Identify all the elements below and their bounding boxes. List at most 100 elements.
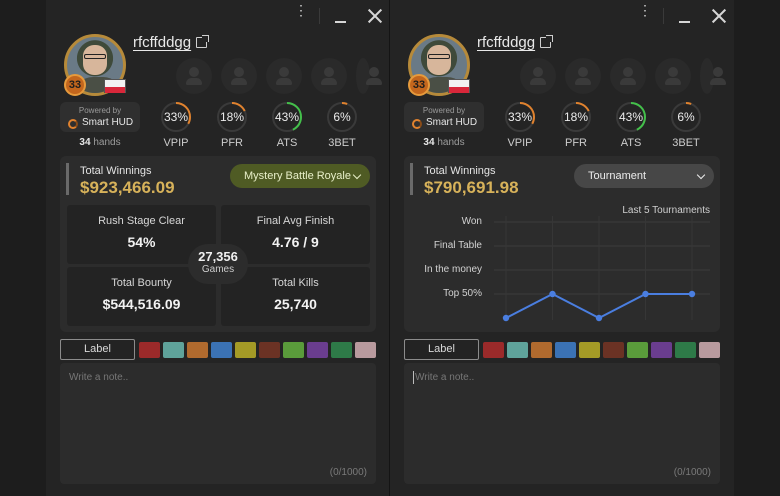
username-link[interactable]: rfcffddgg: [477, 34, 536, 51]
data-point[interactable]: [595, 314, 603, 322]
ring-progress: [327, 102, 357, 132]
stat-ring-graphic: [616, 102, 646, 132]
text-caret: [413, 371, 414, 384]
smart-hud-name: Smart HUD: [82, 117, 134, 128]
stat-pfr[interactable]: 18% PFR: [216, 101, 250, 149]
stat-ats[interactable]: 43% ATS: [615, 101, 649, 149]
more-options-icon[interactable]: ⋮: [294, 2, 308, 18]
empty-avatar-icon[interactable]: [176, 58, 212, 94]
color-swatch[interactable]: [235, 342, 256, 358]
chevron-down-icon: [352, 170, 362, 180]
empty-avatar-icon[interactable]: [565, 58, 601, 94]
stat-ring: 43%: [271, 101, 303, 133]
color-swatch[interactable]: [139, 342, 160, 358]
close-button[interactable]: [368, 9, 382, 23]
stat-ring: 33%: [160, 101, 192, 133]
empty-avatar-icon[interactable]: [266, 58, 302, 94]
more-options-icon[interactable]: ⋮: [638, 2, 652, 18]
ring-progress: [161, 102, 191, 132]
hands-number: 34: [79, 137, 91, 148]
cell-title: Total Kills: [272, 277, 319, 289]
empty-avatar-icon[interactable]: [520, 58, 556, 94]
color-swatch[interactable]: [579, 342, 600, 358]
color-swatch[interactable]: [163, 342, 184, 358]
external-link-icon[interactable]: [196, 35, 209, 48]
color-swatch[interactable]: [307, 342, 328, 358]
avatar[interactable]: [408, 34, 470, 96]
stat-vpip[interactable]: 33% VPIP: [504, 101, 538, 149]
poland-flag-icon: [104, 79, 126, 93]
note-char-count: (0/1000): [673, 467, 711, 478]
color-swatch[interactable]: [699, 342, 720, 358]
stat-vpip[interactable]: 33% VPIP: [160, 101, 194, 149]
smart-hud-badge: Powered by Smart HUD: [60, 102, 140, 132]
stat-label: 3BET: [672, 137, 700, 149]
empty-avatar-icon[interactable]: [311, 58, 347, 94]
color-swatch[interactable]: [331, 342, 352, 358]
color-swatch[interactable]: [603, 342, 624, 358]
color-swatch[interactable]: [283, 342, 304, 358]
game-type-select[interactable]: Mystery Battle Royale: [230, 164, 370, 188]
avatar-face: [83, 45, 107, 75]
note-textarea[interactable]: Write a note.. (0/1000): [60, 363, 376, 484]
color-swatch[interactable]: [211, 342, 232, 358]
color-swatch[interactable]: [555, 342, 576, 358]
data-point[interactable]: [642, 290, 649, 298]
stat-cell: Final Avg Finish 4.76 / 9: [221, 205, 370, 264]
total-winnings-value: $790,691.98: [424, 178, 519, 197]
games-count-badge: 27,356 Games: [188, 244, 248, 284]
color-swatch[interactable]: [355, 342, 376, 358]
external-link-icon[interactable]: [540, 35, 553, 48]
hands-count: 34 hands: [60, 137, 140, 148]
stat-value: 43%: [618, 110, 644, 124]
username-link[interactable]: rfcffddgg: [133, 34, 192, 51]
stat-cell: Total Bounty $544,516.09: [67, 267, 216, 326]
stat-3bet[interactable]: 6% 3BET: [670, 101, 704, 149]
stats-card: Total Winnings $790,691.98 Tournament La…: [404, 156, 720, 332]
color-swatch[interactable]: [507, 342, 528, 358]
note-textarea[interactable]: Write a note.. (0/1000): [404, 363, 720, 484]
y-tick-label: Won: [461, 216, 482, 227]
color-swatch[interactable]: [675, 342, 696, 358]
stat-label: 3BET: [328, 137, 356, 149]
y-tick-label: Top 50%: [443, 288, 482, 299]
total-winnings-value: $923,466.09: [80, 178, 175, 197]
cell-title: Rush Stage Clear: [98, 215, 185, 227]
label-button[interactable]: Label: [60, 339, 135, 360]
smart-hud-name: Smart HUD: [426, 117, 478, 128]
game-type-select[interactable]: Tournament: [574, 164, 714, 188]
minimize-button[interactable]: [335, 21, 346, 23]
game-type-value: Mystery Battle Royale: [244, 170, 351, 182]
color-swatch[interactable]: [627, 342, 648, 358]
label-button[interactable]: Label: [404, 339, 479, 360]
empty-avatar-icon[interactable]: [655, 58, 691, 94]
color-swatch[interactable]: [187, 342, 208, 358]
color-swatch[interactable]: [651, 342, 672, 358]
cell-value: 54%: [127, 234, 156, 250]
data-point[interactable]: [549, 290, 556, 298]
data-point[interactable]: [502, 314, 510, 322]
accent-bar: [66, 163, 69, 195]
stat-ats[interactable]: 43% ATS: [271, 101, 305, 149]
stat-pfr[interactable]: 18% PFR: [560, 101, 594, 149]
data-point[interactable]: [688, 290, 696, 298]
games-count: 27,356: [198, 249, 238, 264]
hands-label: hands: [93, 137, 121, 148]
color-swatch[interactable]: [259, 342, 280, 358]
color-swatch[interactable]: [483, 342, 504, 358]
cell-value: $544,516.09: [102, 296, 181, 312]
empty-avatar-icon[interactable]: [610, 58, 646, 94]
stat-3bet[interactable]: 6% 3BET: [326, 101, 360, 149]
color-swatch[interactable]: [531, 342, 552, 358]
stat-ring: 18%: [560, 101, 592, 133]
level-badge: 33: [64, 74, 86, 96]
close-button[interactable]: [712, 9, 726, 23]
empty-avatar-icon[interactable]: [700, 58, 726, 94]
avatar-glasses: [84, 54, 106, 59]
minimize-button[interactable]: [679, 21, 690, 23]
empty-avatar-icon[interactable]: [221, 58, 257, 94]
empty-avatar-icon[interactable]: [356, 58, 382, 94]
total-winnings-label: Total Winnings: [80, 165, 152, 177]
powered-by-text: Powered by: [422, 106, 466, 115]
